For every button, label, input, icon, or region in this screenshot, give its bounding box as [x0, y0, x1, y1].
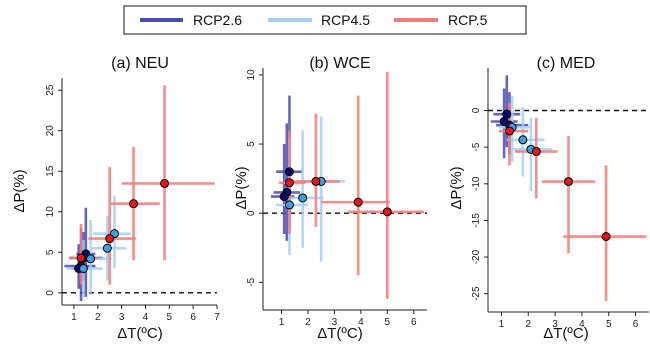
x-tick-label-neu-6: 7: [214, 312, 220, 323]
y-tick-label-med-4: -5: [471, 142, 482, 151]
legend-box: [123, 5, 527, 35]
plot-area-med: 1 2 3 4 5 6 -25 -20 -15 -10 -5 0: [471, 68, 649, 330]
point-neu-rcp85-3: [76, 253, 86, 263]
x-tick-label-wce-2: 3: [332, 317, 338, 328]
x-tick-label-wce-0: 1: [279, 317, 285, 328]
panel-med: (c) MED ΔP(%) ΔT(ºC) 1 2 3 4 5 6 -25 -20 -15 -10 -…: [448, 55, 649, 342]
x-tick-label-neu-4: 5: [167, 312, 173, 323]
point-neu-rcp85-1: [129, 199, 139, 209]
plot-area-neu: 1 2 3 4 5 6 7 0 5 10 15 20 25: [45, 78, 220, 323]
y-tick-label-neu-1: 5: [45, 249, 56, 255]
xlabel-med: ΔT(ºC): [543, 325, 588, 342]
x-tick-label-wce-5: 6: [411, 317, 417, 328]
x-tick-label-wce-3: 4: [358, 317, 364, 328]
y-tick-label-neu-5: 25: [45, 84, 56, 96]
y-tick-label-neu-4: 20: [45, 125, 56, 137]
point-wce-rcp85-2: [311, 176, 321, 186]
point-med-rcp85-0: [601, 232, 611, 242]
point-med-rcp85-1: [564, 177, 573, 187]
point-neu-rcp85-2: [105, 234, 115, 244]
point-neu-rcp45-1: [102, 243, 112, 253]
point-med-rcp85-3: [504, 126, 514, 136]
panel-title-wce: (b) WCE: [309, 55, 370, 72]
x-tick-label-wce-1: 2: [305, 317, 311, 328]
legend-label-rcp45: RCP4.5: [321, 12, 370, 28]
point-wce-rcp85-1: [353, 197, 363, 207]
legend: RCP2.6 RCP4.5 RCP.5: [123, 5, 527, 35]
y-tick-label-neu-3: 15: [45, 165, 56, 177]
xlabel-neu: ΔT(ºC): [117, 325, 162, 342]
xlabel-wce: ΔT(ºC): [317, 325, 362, 342]
ylabel-wce: ΔP(%): [233, 166, 250, 209]
y-tick-label-wce-2: 5: [246, 141, 257, 147]
y-tick-label-med-2: -15: [471, 213, 482, 228]
ylabel-neu: ΔP(%): [11, 169, 28, 212]
point-med-rcp45-1: [518, 135, 528, 145]
legend-label-rcp26: RCP2.6: [193, 12, 242, 28]
point-neu-rcp45-3: [78, 264, 88, 274]
x-tick-label-med-0: 1: [499, 319, 505, 330]
x-tick-label-neu-3: 4: [143, 312, 149, 323]
x-tick-label-med-5: 6: [633, 319, 639, 330]
ylabel-med: ΔP(%): [448, 166, 465, 209]
point-wce-rcp45-2: [284, 200, 294, 210]
point-wce-rcp26-0: [284, 167, 294, 177]
plot-area-wce: 1 2 3 4 5 6 -5 0 5 10: [246, 68, 427, 328]
point-neu-rcp45-2: [86, 254, 96, 264]
point-wce-rcp85-3: [284, 178, 294, 188]
x-tick-label-med-2: 3: [552, 319, 558, 330]
y-tick-label-neu-0: 0: [45, 290, 56, 296]
point-med-rcp85-2: [531, 147, 541, 157]
x-tick-label-neu-0: 1: [71, 312, 77, 323]
panel-neu: (a) NEU ΔP(%) ΔT(ºC) 1 2 3 4 5 6 7 0 5 10 15 20 25: [11, 55, 220, 342]
x-tick-label-neu-2: 3: [119, 312, 125, 323]
panel-wce: (b) WCE ΔP(%) ΔT(ºC) 1 2 3 4 5 6 -5 0 5 10: [233, 55, 427, 342]
x-tick-label-med-3: 4: [579, 319, 585, 330]
y-tick-label-wce-0: -5: [246, 277, 257, 286]
panel-title-neu: (a) NEU: [111, 55, 169, 72]
legend-label-rcp85: RCP.5: [448, 12, 488, 28]
point-wce-rcp85-0: [382, 207, 392, 217]
point-wce-rcp26-2: [279, 192, 289, 202]
y-tick-label-wce-3: 10: [246, 69, 257, 81]
point-wce-rcp45-1: [298, 193, 308, 203]
y-tick-label-neu-2: 10: [45, 206, 56, 218]
y-tick-label-wce-1: 0: [246, 210, 257, 216]
point-neu-rcp85-0: [160, 178, 170, 188]
panel-title-med: (c) MED: [537, 55, 596, 72]
y-tick-label-med-1: -20: [471, 249, 482, 264]
x-tick-label-neu-1: 2: [95, 312, 101, 323]
x-tick-label-neu-5: 6: [190, 312, 196, 323]
y-tick-label-med-5: 0: [471, 107, 482, 113]
y-tick-label-med-3: -10: [471, 176, 482, 191]
point-med-rcp26-0: [502, 109, 512, 119]
y-tick-label-med-0: -25: [471, 286, 482, 301]
x-tick-label-med-4: 5: [606, 319, 612, 330]
x-tick-label-wce-4: 5: [385, 317, 391, 328]
x-tick-label-med-1: 2: [525, 319, 531, 330]
